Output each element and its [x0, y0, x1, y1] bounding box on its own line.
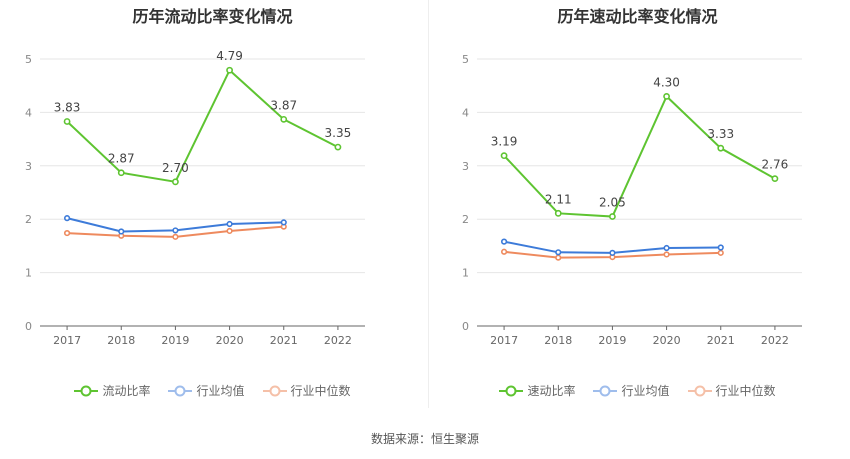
legend-marker-icon [687, 385, 712, 396]
data-source: 数据来源：恒生聚源 [370, 432, 479, 446]
data-point [63, 118, 71, 125]
data-point [334, 143, 342, 151]
y-tick-label: 3 [462, 160, 469, 173]
x-tick-label: 2020 [653, 334, 681, 347]
series-line [503, 94, 776, 218]
chart-svg: 0 1 2 3 4 5 2017 2018 2019 2020 2021 2022 3.83 2.87 2.… [25, 49, 365, 347]
legend-label: 行业中位数 [715, 384, 776, 398]
data-point [717, 144, 725, 152]
data-label: 2.70 [162, 161, 189, 175]
legend-label: 流动比率 [102, 384, 151, 398]
data-point [118, 228, 125, 235]
legend-label: 行业中位数 [290, 384, 351, 398]
y-tick-label: 4 [462, 106, 469, 119]
data-point [63, 229, 71, 237]
y-tick-label: 2 [462, 213, 469, 226]
data-point [555, 254, 562, 261]
data-point [172, 233, 179, 240]
legend-marker-icon [593, 385, 618, 396]
y-tick-label: 5 [462, 53, 469, 66]
data-point [663, 251, 670, 258]
chart-svg: 0 1 2 3 4 5 2017 2018 2019 2020 2021 2022 3.19 2.11 2.… [462, 53, 802, 347]
data-point [717, 249, 724, 256]
legend-marker-icon [168, 385, 193, 396]
data-label: 2.76 [762, 158, 789, 172]
data-label: 3.19 [491, 135, 518, 149]
data-point [172, 227, 179, 234]
data-point [554, 209, 562, 217]
y-tick-label: 1 [462, 267, 469, 280]
data-point [117, 169, 125, 177]
x-tick-label: 2021 [707, 334, 735, 347]
data-label: 3.33 [707, 127, 734, 141]
chart-panel-quick-ratio: 历年速动比率变化情况 0 1 2 3 4 5 2017 2018 2019 2020 2021 202… [425, 0, 850, 420]
legend-item-industry-mean[interactable]: 行业均值 [593, 382, 670, 399]
data-point [500, 248, 508, 255]
legend-marker-icon [499, 385, 524, 396]
legend-item-quick-ratio[interactable]: 速动比率 [499, 382, 575, 399]
legend-marker-icon [262, 385, 287, 396]
series-line [66, 68, 339, 183]
x-tick-label: 2022 [761, 334, 789, 347]
data-label: 3.87 [270, 98, 297, 112]
data-label: 2.11 [545, 192, 572, 206]
x-tick-label: 2019 [598, 334, 626, 347]
legend-item-industry-mean[interactable]: 行业均值 [168, 382, 245, 399]
panel-divider [428, 0, 429, 408]
legend-marker-icon [74, 385, 99, 396]
data-point [500, 238, 508, 245]
data-point [226, 227, 233, 235]
x-tick-label: 2022 [324, 334, 352, 347]
data-point [717, 244, 724, 251]
data-label: 3.35 [325, 126, 352, 140]
data-point [63, 215, 71, 222]
data-point [280, 115, 288, 123]
legend-item-industry-median[interactable]: 行业中位数 [262, 382, 351, 399]
y-tick-label: 4 [25, 106, 32, 119]
legend-label: 行业均值 [196, 384, 245, 398]
data-point [663, 244, 670, 252]
data-label: 2.87 [108, 152, 135, 166]
x-tick-label: 2021 [270, 334, 298, 347]
legend: 流动比率 行业均值 行业中位数 [0, 382, 425, 399]
y-tick-label: 5 [25, 53, 32, 66]
legend: 速动比率 行业均值 行业中位数 [425, 382, 850, 399]
data-point [226, 220, 233, 228]
y-tick-label: 1 [25, 267, 32, 280]
data-point [663, 92, 670, 100]
data-point [555, 249, 562, 256]
x-tick-label: 2017 [490, 334, 518, 347]
data-point [771, 175, 779, 183]
legend-item-current-ratio[interactable]: 流动比率 [74, 382, 150, 399]
data-point [280, 219, 287, 226]
data-point [172, 178, 179, 186]
legend-item-industry-median[interactable]: 行业中位数 [687, 382, 776, 399]
y-tick-label: 3 [25, 160, 32, 173]
x-tick-label: 2018 [107, 334, 135, 347]
data-label: 3.83 [54, 100, 81, 114]
data-point [609, 213, 616, 220]
chart-title: 历年流动比率变化情况 [132, 7, 293, 26]
x-tick-label: 2018 [544, 334, 572, 347]
legend-label: 行业均值 [621, 384, 670, 398]
data-point [226, 66, 233, 74]
chart-panel-current-ratio: 历年流动比率变化情况 0 1 2 3 4 5 2017 2018 2019 2020 2021 202… [0, 0, 425, 420]
x-tick-label: 2019 [161, 334, 189, 347]
data-point [609, 249, 616, 256]
x-tick-label: 2017 [53, 334, 81, 347]
data-label: 2.05 [599, 196, 626, 210]
x-tick-label: 2020 [216, 334, 244, 347]
y-tick-label: 2 [25, 213, 32, 226]
data-label: 4.30 [653, 75, 680, 89]
data-point [500, 152, 508, 160]
legend-label: 速动比率 [527, 384, 576, 398]
y-tick-label: 0 [25, 320, 32, 333]
y-tick-label: 0 [462, 320, 469, 333]
data-label: 4.79 [216, 49, 243, 63]
chart-title: 历年速动比率变化情况 [557, 7, 718, 26]
